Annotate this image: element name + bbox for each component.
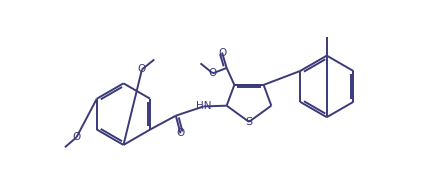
Text: S: S [246, 117, 253, 127]
Text: HN: HN [196, 101, 212, 111]
Text: O: O [73, 132, 81, 142]
Text: O: O [218, 48, 226, 58]
Text: O: O [209, 68, 217, 78]
Text: O: O [177, 128, 184, 138]
Text: O: O [138, 64, 146, 74]
